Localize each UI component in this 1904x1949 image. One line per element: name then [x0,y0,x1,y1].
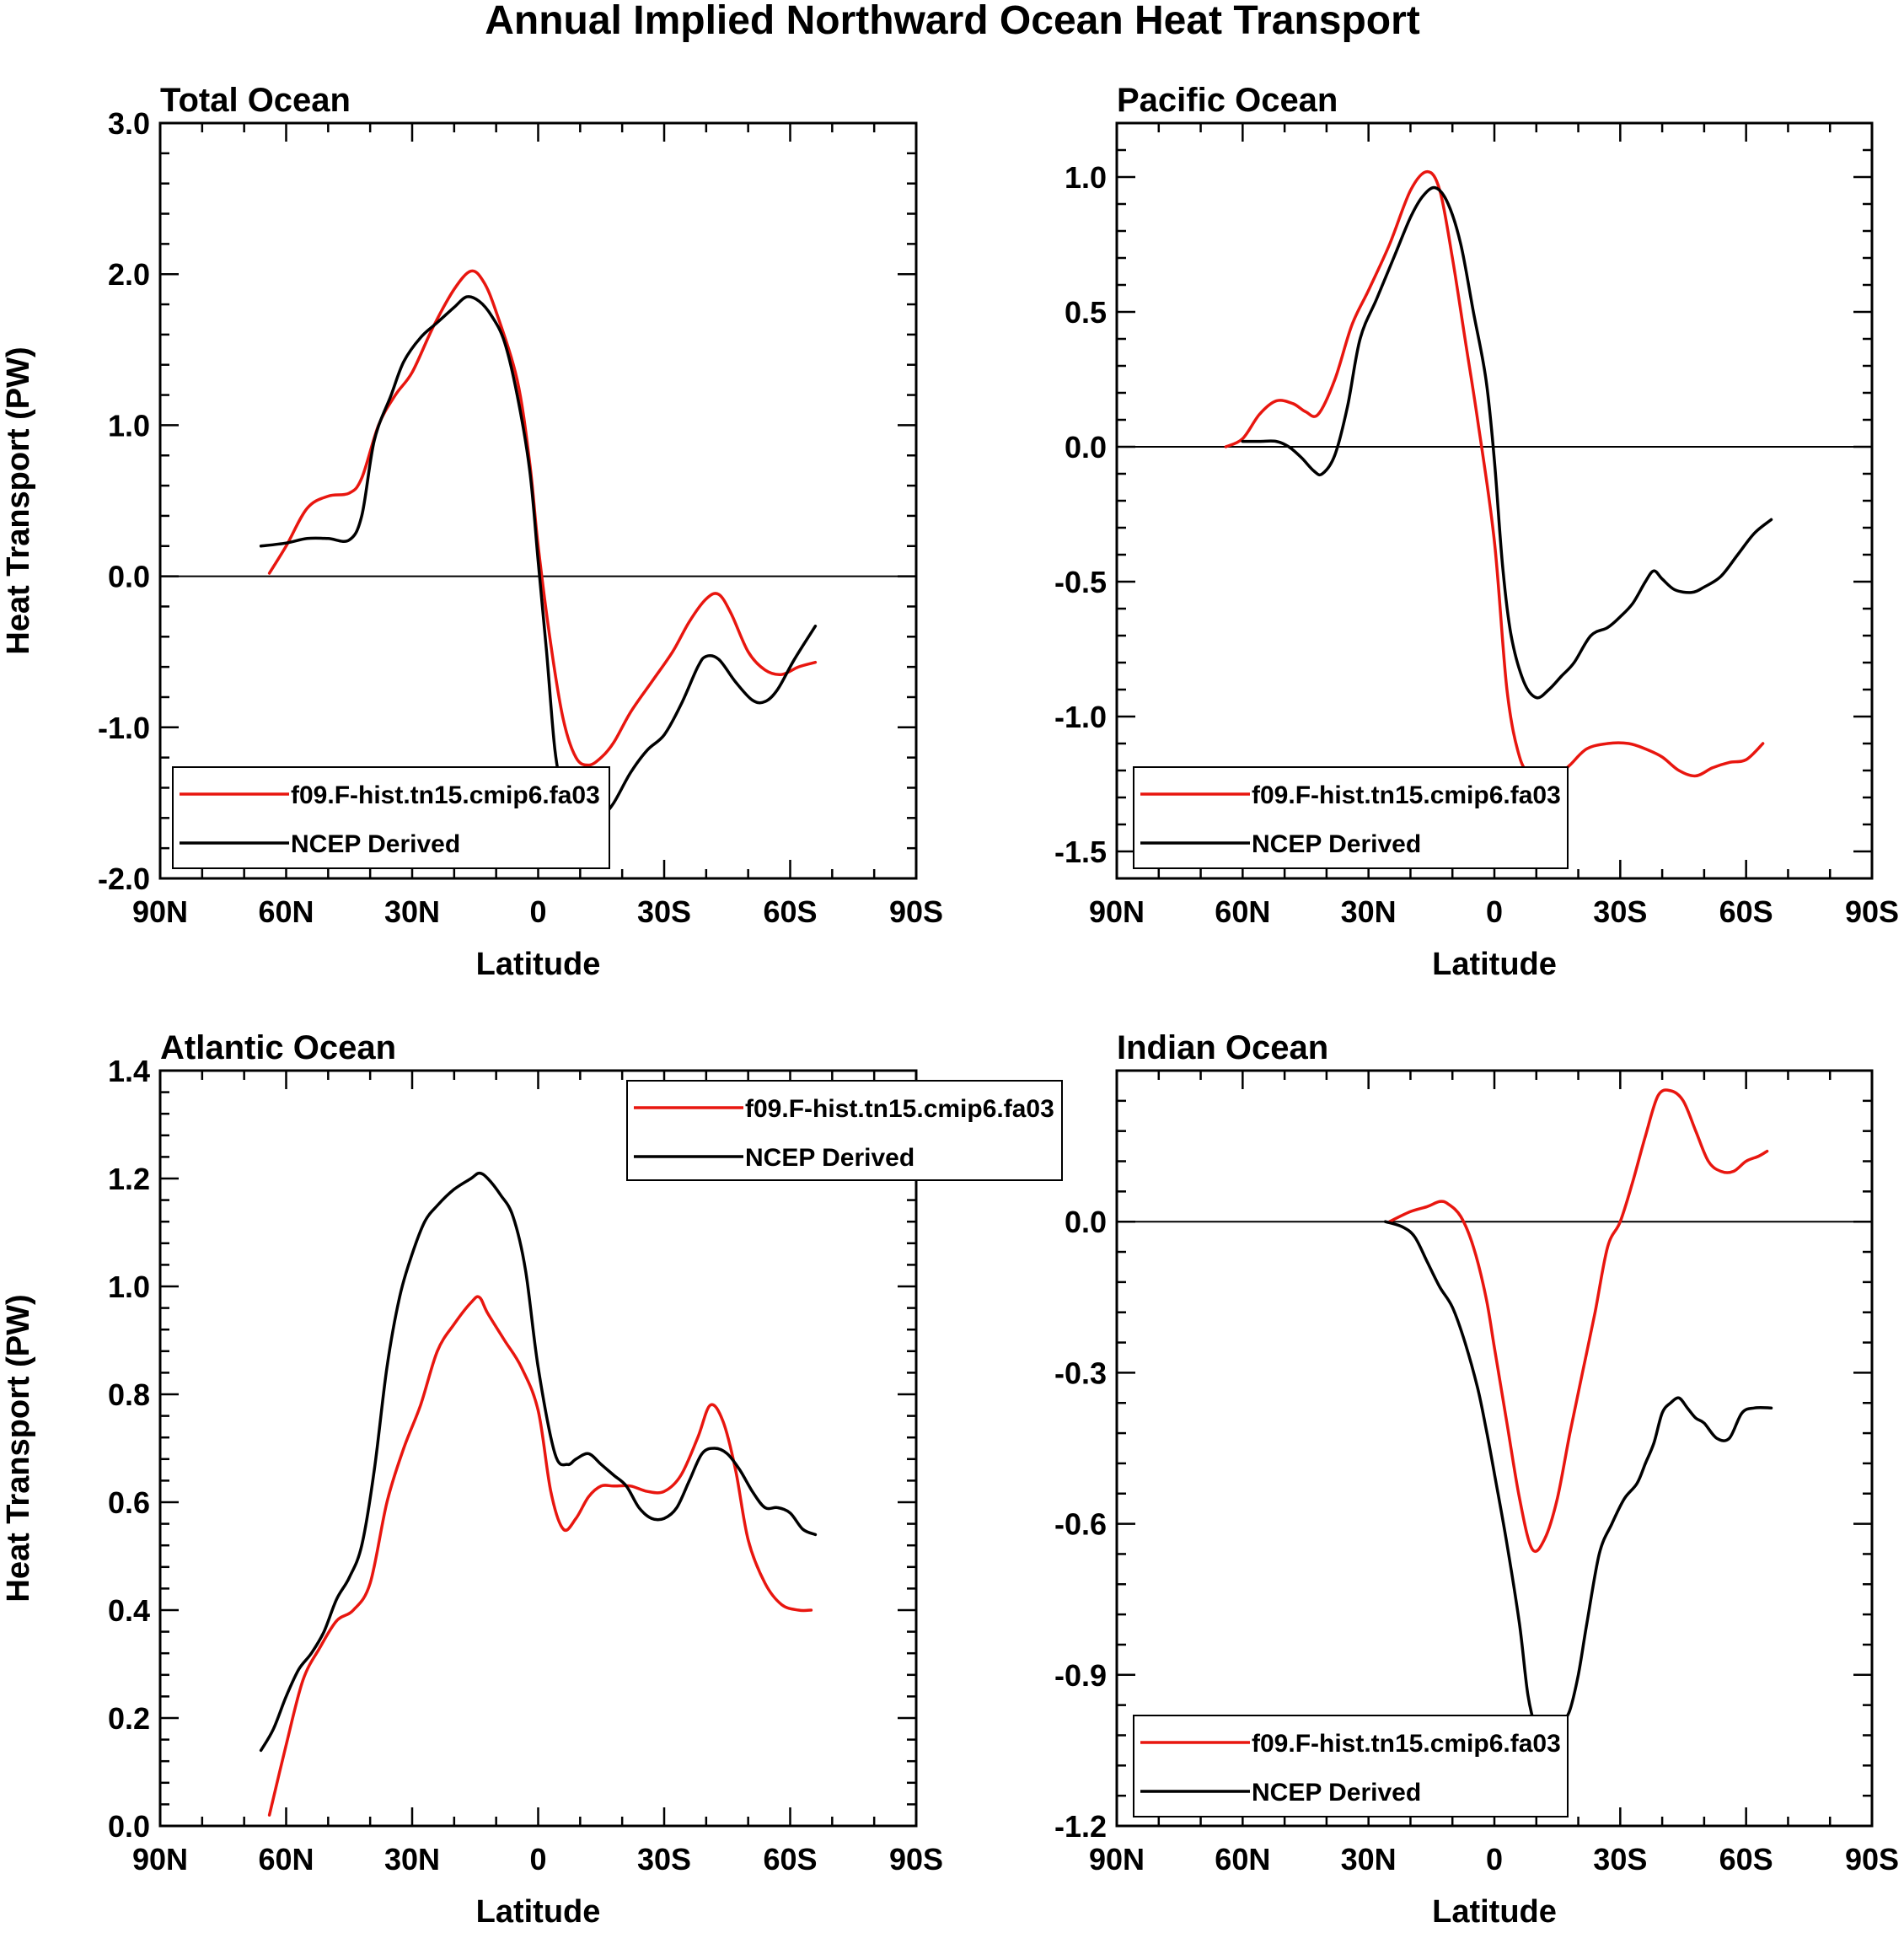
y-axis-label: Heat Transport (PW) [1,1294,36,1602]
legend: f09.F-hist.tn15.cmip6.fa03 NCEP Derived [1133,766,1569,869]
legend-box [1133,766,1569,869]
y-tick-label: 0.0 [108,1809,150,1844]
y-axis-label: Heat Transport (PW) [1,346,36,654]
x-axis-label: Latitude [1432,1894,1557,1930]
x-tick-label: 90N [1089,1842,1145,1877]
series-line-f09-f-hist-tn15-cmip6-fa03 [267,1295,813,1817]
y-tick-label: 0.8 [108,1377,150,1412]
y-tick-label: -0.3 [1054,1356,1107,1390]
y-tick-label: 1.0 [108,408,150,443]
x-tick-label: 60S [1719,1842,1773,1877]
x-axis-label: Latitude [476,1894,601,1930]
panel-total-ocean: Total Ocean 90N 60N 30N 0 30S 60S 90S -2.0 -1.0 0.… [1,82,943,982]
y-tick-label: -1.0 [1054,700,1107,734]
plot-frame [158,121,918,880]
panel-title: Pacific Ocean [1117,82,1338,119]
legend-label: NCEP Derived [1252,1779,1421,1807]
series-line-f09-f-hist-tn15-cmip6-fa03 [1387,1088,1769,1554]
panel-indian-ocean: Indian Ocean 90N 60N 30N 0 30S 60S 90S -1.2 -0.9 -… [1054,1029,1899,1930]
y-tick-label: 0.4 [108,1593,150,1628]
legend-label: f09.F-hist.tn15.cmip6.fa03 [745,1095,1054,1123]
y-tick-label: 0.6 [108,1485,150,1520]
x-tick-label: 30N [384,894,440,929]
y-tick-label: 0.5 [1065,295,1107,330]
panel-pacific-ocean: Pacific Ocean 90N 60N 30N 0 30S 60S 90S -1.5 -1.0… [1054,82,1899,982]
y-tick-label: 1.0 [1065,160,1107,195]
panel-title: Indian Ocean [1117,1029,1328,1066]
legend-box [1133,1715,1569,1817]
legend-label: NCEP Derived [745,1144,914,1172]
x-tick-label: 0 [529,1842,546,1877]
legend-label: f09.F-hist.tn15.cmip6.fa03 [291,781,600,809]
x-tick-label: 30N [384,1842,440,1877]
legend: f09.F-hist.tn15.cmip6.fa03 NCEP Derived [1133,1715,1569,1817]
plot-frame [1115,1069,1874,1828]
x-tick-label: 0 [1486,894,1503,929]
x-tick-label: 0 [529,894,546,929]
plot-frame [1115,121,1874,880]
x-tick-label: 30N [1341,1842,1397,1877]
x-tick-label: 90N [132,1842,188,1877]
y-tick-label: -1.0 [98,711,150,745]
y-tick-label: 0.2 [108,1701,150,1736]
x-tick-label: 90S [889,894,943,929]
panel-atlantic-ocean: Atlantic Ocean 90N 60N 30N 0 30S 60S 90S 0.0 0.2 0… [1,1029,1063,1930]
y-tick-label: 0.0 [1065,430,1107,464]
legend: f09.F-hist.tn15.cmip6.fa03 NCEP Derived [626,1080,1063,1181]
series-line-ncep-derived [1241,185,1773,700]
legend-label: f09.F-hist.tn15.cmip6.fa03 [1252,1730,1561,1758]
legend-box [626,1080,1063,1181]
y-tick-label: -1.2 [1054,1809,1107,1844]
x-tick-label: 60N [1215,1842,1270,1877]
y-tick-label: 0.0 [1065,1205,1107,1239]
y-tick-label: 1.0 [108,1270,150,1304]
x-tick-label: 60N [258,894,314,929]
y-tick-label: -1.5 [1054,835,1107,869]
x-tick-label: 90S [1845,1842,1899,1877]
x-tick-label: 90N [132,894,188,929]
plot-frame [158,1069,918,1828]
x-tick-label: 60S [763,1842,817,1877]
x-tick-label: 30S [637,1842,691,1877]
y-tick-label: -0.5 [1054,565,1107,599]
legend-label: NCEP Derived [1252,830,1421,858]
panel-title: Atlantic Ocean [160,1029,396,1066]
x-axis-label: Latitude [476,947,601,982]
y-tick-label: -2.0 [98,862,150,896]
y-tick-label: 1.2 [108,1162,150,1196]
y-tick-label: -0.6 [1054,1507,1107,1542]
x-tick-label: 90S [1845,894,1899,929]
panel-title: Total Ocean [160,82,351,119]
y-tick-label: -0.9 [1054,1658,1107,1693]
x-tick-label: 60S [1719,894,1773,929]
y-tick-label: 1.4 [108,1054,150,1088]
x-tick-label: 60N [258,1842,314,1877]
x-tick-label: 60S [763,894,817,929]
x-tick-label: 90N [1089,894,1145,929]
x-tick-label: 30S [1593,894,1647,929]
legend-label: f09.F-hist.tn15.cmip6.fa03 [1252,781,1561,809]
x-tick-label: 60N [1215,894,1270,929]
series-line-ncep-derived [1383,1220,1773,1748]
x-tick-label: 30S [637,894,691,929]
y-tick-label: 3.0 [108,106,150,141]
series-line-f09-f-hist-tn15-cmip6-fa03 [267,269,818,767]
legend-box [172,766,610,869]
figure-title: Annual Implied Northward Ocean Heat Tran… [485,0,1420,43]
x-axis-label: Latitude [1432,947,1557,982]
x-tick-label: 30S [1593,1842,1647,1877]
y-tick-label: 2.0 [108,257,150,292]
x-tick-label: 30N [1341,894,1397,929]
y-tick-label: 0.0 [108,560,150,594]
x-tick-label: 0 [1486,1842,1503,1877]
legend: f09.F-hist.tn15.cmip6.fa03 NCEP Derived [172,766,610,869]
series-line-f09-f-hist-tn15-cmip6-fa03 [1224,169,1765,783]
legend-label: NCEP Derived [291,830,460,858]
series-line-ncep-derived [259,295,818,832]
series-line-ncep-derived [259,1171,818,1753]
x-tick-label: 90S [889,1842,943,1877]
